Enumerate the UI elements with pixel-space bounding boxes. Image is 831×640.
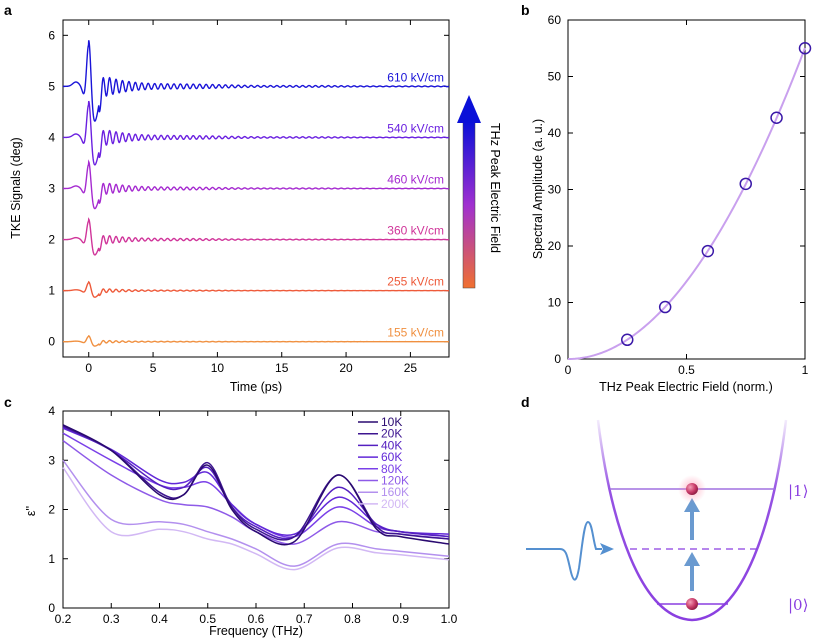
panel-a-trace-0	[63, 334, 450, 347]
panel-a-xtick-label: 5	[150, 361, 157, 375]
panel-b-data-point	[739, 177, 752, 191]
panel-c-legend-label: 160K	[381, 485, 409, 499]
panel-b-ytick-label: 30	[548, 183, 562, 197]
panel-a-ytick-label: 3	[48, 182, 55, 196]
panel-b-ylabel: Spectral Amplitude (a. u.)	[531, 119, 545, 259]
panel-a-ytick-label: 5	[48, 79, 55, 93]
panel-b-data-point	[770, 111, 783, 124]
panel-c-xtick-label: 0.4	[151, 612, 168, 626]
panel-b-xlabel: THz Peak Electric Field (norm.)	[599, 380, 773, 394]
panel-label-b: b	[521, 2, 530, 18]
panel-b-data-point	[621, 333, 634, 347]
panel-c-xtick-label: 1.0	[441, 612, 458, 626]
panel-a-ylabel: TKE Signals (deg)	[9, 137, 23, 238]
ket-upper-label: |1⟩	[788, 482, 808, 500]
panel-a-series-label: 155 kV/cm	[387, 326, 444, 340]
panel-b-ytick-label: 60	[548, 13, 562, 27]
panel-c-ytick-label: 1	[48, 552, 55, 566]
colorbar: THz Peak Electric Field	[457, 95, 502, 289]
panel-b-ytick-label: 0	[554, 352, 561, 366]
panel-b-ytick-label: 20	[548, 239, 562, 253]
panel-a-ytick-label: 4	[48, 130, 55, 144]
panel-a-trace-5	[63, 40, 450, 122]
panel-c-xtick-label: 0.7	[296, 612, 313, 626]
panel-a-xtick-label: 10	[211, 361, 225, 375]
panel-c-ytick-label: 4	[48, 404, 55, 418]
panel-c-chart: 0.2 0.3 0.4 0.5 0.6 0.7 0.8 0.9 1.0 0 1 2 3 4 10K20K4…	[24, 404, 458, 638]
panel-c-xtick-label: 0.9	[392, 612, 409, 626]
panel-c-ylabel: ε''	[24, 506, 38, 516]
panel-b-fit-curve	[567, 47, 806, 360]
panel-b-xtick-label: 0	[565, 363, 572, 377]
panel-a-ytick-label: 6	[48, 28, 55, 42]
panel-label-c: c	[4, 394, 12, 410]
panel-a-series-label: 255 kV/cm	[387, 275, 444, 289]
potential-well	[596, 419, 788, 622]
panel-a-series-label: 610 kV/cm	[387, 70, 444, 84]
panel-b-ytick-label: 50	[548, 70, 562, 84]
panel-b-data-point	[798, 42, 812, 55]
panel-c-legend-label: 60K	[381, 450, 402, 464]
panel-c-legend-label: 200K	[381, 497, 409, 511]
panel-b-frame	[567, 19, 806, 360]
panel-label-d: d	[521, 394, 530, 410]
colorbar-label: THz Peak Electric Field	[488, 123, 502, 253]
colorbar-arrow-head	[457, 95, 481, 123]
panel-c-xtick-label: 0.2	[55, 612, 72, 626]
panel-c-ytick-label: 0	[48, 601, 55, 615]
panel-a-ytick-label: 0	[48, 335, 55, 349]
panel-a-ytick-label: 2	[48, 233, 55, 247]
panel-a-trace-2	[63, 217, 450, 256]
panel-a-trace-1	[63, 280, 450, 298]
panel-a-series-label: 360 kV/cm	[387, 224, 444, 238]
panel-c-curve-40K	[62, 426, 450, 540]
panel-a-xtick-label: 20	[339, 361, 353, 375]
panel-c-legend-label: 10K	[381, 415, 402, 429]
panel-b-ytick-label: 10	[548, 296, 562, 310]
panel-c-xtick-label: 0.8	[344, 612, 361, 626]
panel-c-curve-160K	[62, 459, 450, 567]
panel-a-series-label: 540 kV/cm	[387, 121, 444, 135]
panel-b-xtick-label: 1	[802, 363, 809, 377]
panel-c-legend-label: 120K	[381, 474, 409, 488]
thz-pulse-waveform	[526, 520, 602, 581]
arrow-upper-head	[684, 498, 700, 512]
panel-a-xtick-label: 0	[85, 361, 92, 375]
panel-a-xtick-label: 25	[404, 361, 418, 375]
panel-c-curve-200K	[62, 467, 450, 571]
panel-a-trace-3	[63, 159, 450, 210]
panel-b-data-point	[701, 244, 715, 258]
panel-a-xtick-label: 15	[275, 361, 289, 375]
arrow-lower-head	[684, 552, 700, 566]
panel-a-chart: 0 5 10 15 20 25 0 1 2 3 4 5 6 155 kV/cm 255 kV/cm 360 …	[9, 19, 450, 394]
panel-a-series-label: 460 kV/cm	[387, 173, 444, 187]
panel-c-legend-label: 20K	[381, 427, 402, 441]
panel-a-xlabel: Time (ps)	[230, 380, 282, 394]
ground-state-ball	[686, 598, 698, 610]
panel-d-diagram: |1⟩ |0⟩	[526, 419, 808, 622]
panel-c-ytick-label: 2	[48, 503, 55, 517]
panel-c-legend-label: 40K	[381, 438, 402, 452]
panel-c-curve-20K	[62, 425, 450, 541]
panel-c-curve-10K	[62, 424, 450, 546]
excited-state-ball	[686, 483, 698, 495]
panel-c-ytick-label: 3	[48, 453, 55, 467]
panel-b-data-point	[658, 300, 672, 314]
panel-b-xtick-label: 0.5	[678, 363, 695, 377]
thz-pulse-arrow-head	[600, 543, 614, 555]
panel-a-ytick-label: 1	[48, 284, 55, 298]
panel-c-xlabel: Frequency (THz)	[209, 624, 303, 638]
panel-b-ytick-label: 40	[548, 126, 562, 140]
panel-c-xtick-label: 0.6	[248, 612, 265, 626]
ket-lower-label: |0⟩	[788, 596, 808, 614]
panel-c-xtick-label: 0.5	[199, 612, 216, 626]
colorbar-gradient	[462, 121, 476, 289]
panel-c-legend-label: 80K	[381, 462, 402, 476]
panel-a-trace-4	[63, 100, 450, 166]
panel-label-a: a	[4, 2, 12, 18]
panel-c-xtick-label: 0.3	[103, 612, 120, 626]
